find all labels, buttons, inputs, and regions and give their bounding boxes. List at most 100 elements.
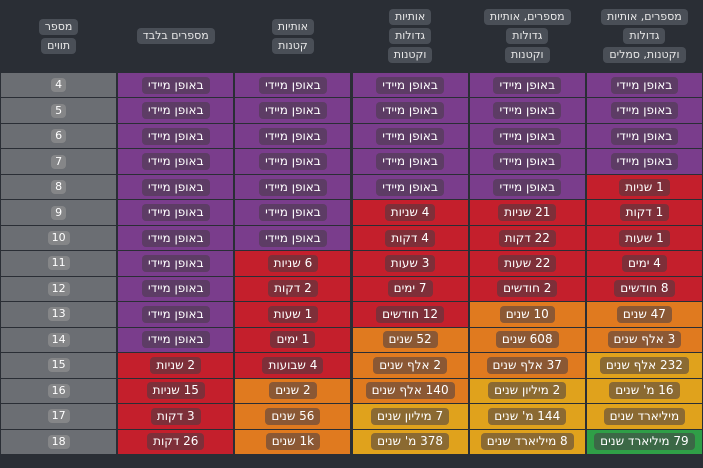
crack-time: באופן מיידי [493, 102, 562, 120]
crack-time: 79 מיליארד שנים [594, 433, 695, 451]
crack-time: באופן מיידי [141, 331, 210, 349]
crack-time: 1k שנים [265, 433, 321, 451]
time-cell: באופן מיידי [235, 174, 351, 200]
character-count: 16 [47, 383, 70, 398]
header-label: קטנות [272, 37, 314, 54]
character-count: 14 [47, 332, 70, 347]
crack-time: באופן מיידי [141, 254, 210, 272]
time-cell: באופן מיידי [118, 276, 234, 302]
column-header: מספרים, אותיות גדולות וקטנות, סמלים [586, 0, 703, 72]
time-cell: באופן מיידי [469, 149, 585, 174]
row-number-cell: 4 [1, 73, 117, 98]
time-cell: 22 דקות [469, 225, 585, 251]
column-header: מספרים בלבד [117, 0, 234, 72]
crack-time: באופן מיידי [376, 153, 444, 171]
time-cell: באופן מיידי [352, 98, 468, 123]
time-cell: באופן מיידי [352, 174, 468, 200]
character-count: 7 [51, 154, 67, 169]
time-cell: באופן מיידי [586, 149, 702, 174]
header-label: אותיות [271, 18, 315, 35]
crack-time: 7 ימים [387, 280, 433, 298]
row-number-cell: 17 [1, 404, 117, 429]
time-cell: מיליארד שנים [586, 404, 702, 429]
crack-time: 6 שניות [267, 254, 319, 272]
row-number-cell: 16 [1, 378, 117, 404]
character-count: 17 [47, 409, 70, 424]
time-cell: 608 שנים [469, 327, 585, 353]
time-cell: באופן מיידי [235, 73, 351, 98]
character-count: 12 [47, 281, 70, 296]
time-cell: 52 שנים [352, 327, 468, 353]
time-cell: 3 שעות [352, 251, 468, 276]
crack-time: באופן מיידי [259, 229, 327, 247]
crack-time: מיליארד שנים [603, 407, 686, 425]
header-label: מספרים, אותיות [483, 9, 571, 25]
crack-time: באופן מיידי [259, 153, 327, 171]
crack-time: 21 שניות [498, 204, 557, 222]
column-header: מספר תווים [0, 0, 117, 72]
crack-time: 3 דקות [150, 407, 201, 425]
time-cell: באופן מיידי [235, 123, 351, 149]
crack-time: באופן מיידי [259, 76, 327, 94]
time-cell: 7 ימים [352, 276, 468, 302]
crack-time: 8 מיליארד שנים [480, 433, 574, 451]
crack-time: באופן מיידי [141, 102, 210, 120]
time-cell: 37 אלף שנים [469, 353, 585, 378]
crack-time: 1 שעות [619, 229, 670, 247]
time-cell: 56 שנים [235, 404, 351, 429]
time-cell: באופן מיידי [118, 149, 234, 174]
crack-time: 37 אלף שנים [486, 356, 568, 374]
time-cell: 378 מ' שנים [352, 429, 468, 454]
column-header: מספרים, אותיות גדולות וקטנות [469, 0, 586, 72]
header-label: גדולות [623, 28, 666, 44]
time-cell: 16 מ' שנים [586, 378, 702, 404]
time-cell: 15 שניות [118, 378, 234, 404]
time-cell: 2 מיליון שנים [469, 378, 585, 404]
time-cell: באופן מיידי [235, 98, 351, 123]
time-cell: 2 חודשים [469, 276, 585, 302]
row-number-cell: 6 [1, 123, 117, 149]
time-cell: 2 אלף שנים [352, 353, 468, 378]
crack-time: באופן מיידי [610, 76, 679, 94]
crack-time: 4 שבועות [262, 356, 324, 374]
crack-time: באופן מיידי [141, 305, 210, 323]
header-label: גדולות [506, 28, 549, 44]
crack-time: 15 שניות [146, 382, 205, 400]
row-number-cell: 8 [1, 174, 117, 200]
crack-time: באופן מיידי [141, 76, 210, 94]
time-cell: באופן מיידי [352, 73, 468, 98]
time-cell: 1k שנים [235, 429, 351, 454]
row-number-cell: 12 [1, 276, 117, 302]
time-cell: 1 שעות [235, 302, 351, 327]
time-cell: באופן מיידי [235, 149, 351, 174]
crack-time: באופן מיידי [141, 280, 210, 298]
crack-time: באופן מיידי [141, 229, 210, 247]
crack-time: באופן מיידי [376, 178, 444, 196]
time-cell: 10 שנים [469, 302, 585, 327]
time-cell: 4 דקות [352, 225, 468, 251]
time-cell: 79 מיליארד שנים [586, 429, 702, 454]
character-count: 10 [47, 231, 70, 246]
crack-time: באופן מיידי [259, 102, 327, 120]
row-number-cell: 10 [1, 225, 117, 251]
crack-time: 1 דקות [619, 204, 670, 222]
time-cell: 26 דקות [118, 429, 234, 454]
character-count: 9 [51, 205, 67, 220]
crack-time: 2 אלף שנים [373, 356, 447, 374]
time-cell: 2 שנים [235, 378, 351, 404]
time-cell: 4 שבועות [235, 353, 351, 378]
crack-time: באופן מיידי [259, 127, 327, 145]
time-cell: באופן מיידי [352, 123, 468, 149]
header-label: תווים [41, 37, 77, 54]
time-cell: 3 אלף שנים [586, 327, 702, 353]
header-label: מספרים, אותיות [601, 9, 688, 25]
time-cell: 140 אלף שנים [352, 378, 468, 404]
header-label: אותיות [388, 9, 432, 25]
crack-time: 1 שעות [267, 305, 319, 323]
crack-time: 52 שנים [382, 331, 438, 349]
character-count: 11 [47, 256, 70, 271]
time-cell: באופן מיידי [469, 174, 585, 200]
crack-time: 140 אלף שנים [365, 382, 455, 400]
crack-time: 2 מיליון שנים [488, 382, 567, 400]
